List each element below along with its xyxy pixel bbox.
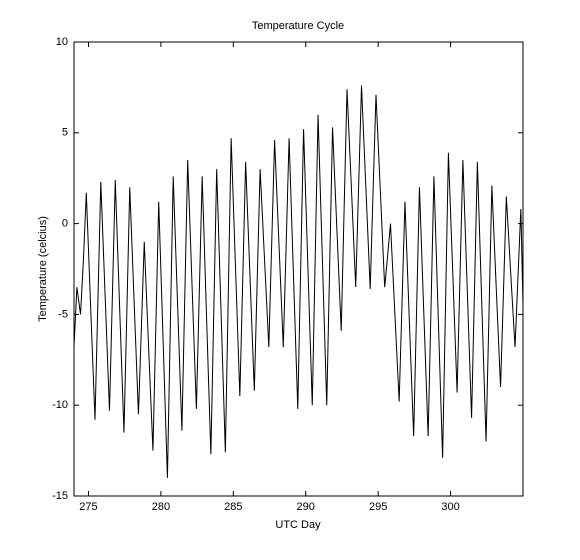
plot-frame: [73, 41, 524, 497]
y-tick-label: -5: [58, 308, 68, 320]
chart-title: Temperature Cycle: [252, 20, 344, 32]
y-tick-label: -10: [52, 399, 68, 411]
x-tick-label: 275: [79, 501, 97, 513]
data-line: [73, 85, 524, 478]
y-tick-label: -15: [52, 490, 68, 502]
x-tick-label: 280: [152, 501, 170, 513]
x-tick-label: 290: [297, 501, 315, 513]
y-tick-label: 5: [62, 127, 68, 139]
y-tick-label: 10: [56, 36, 68, 48]
y-axis-label: Temperature (celcius): [37, 216, 49, 322]
x-tick-label: 285: [224, 501, 242, 513]
y-tick-label: 0: [62, 218, 68, 230]
x-tick-label: 300: [441, 501, 459, 513]
x-axis-label: UTC Day: [275, 519, 321, 531]
x-tick-label: 295: [369, 501, 387, 513]
